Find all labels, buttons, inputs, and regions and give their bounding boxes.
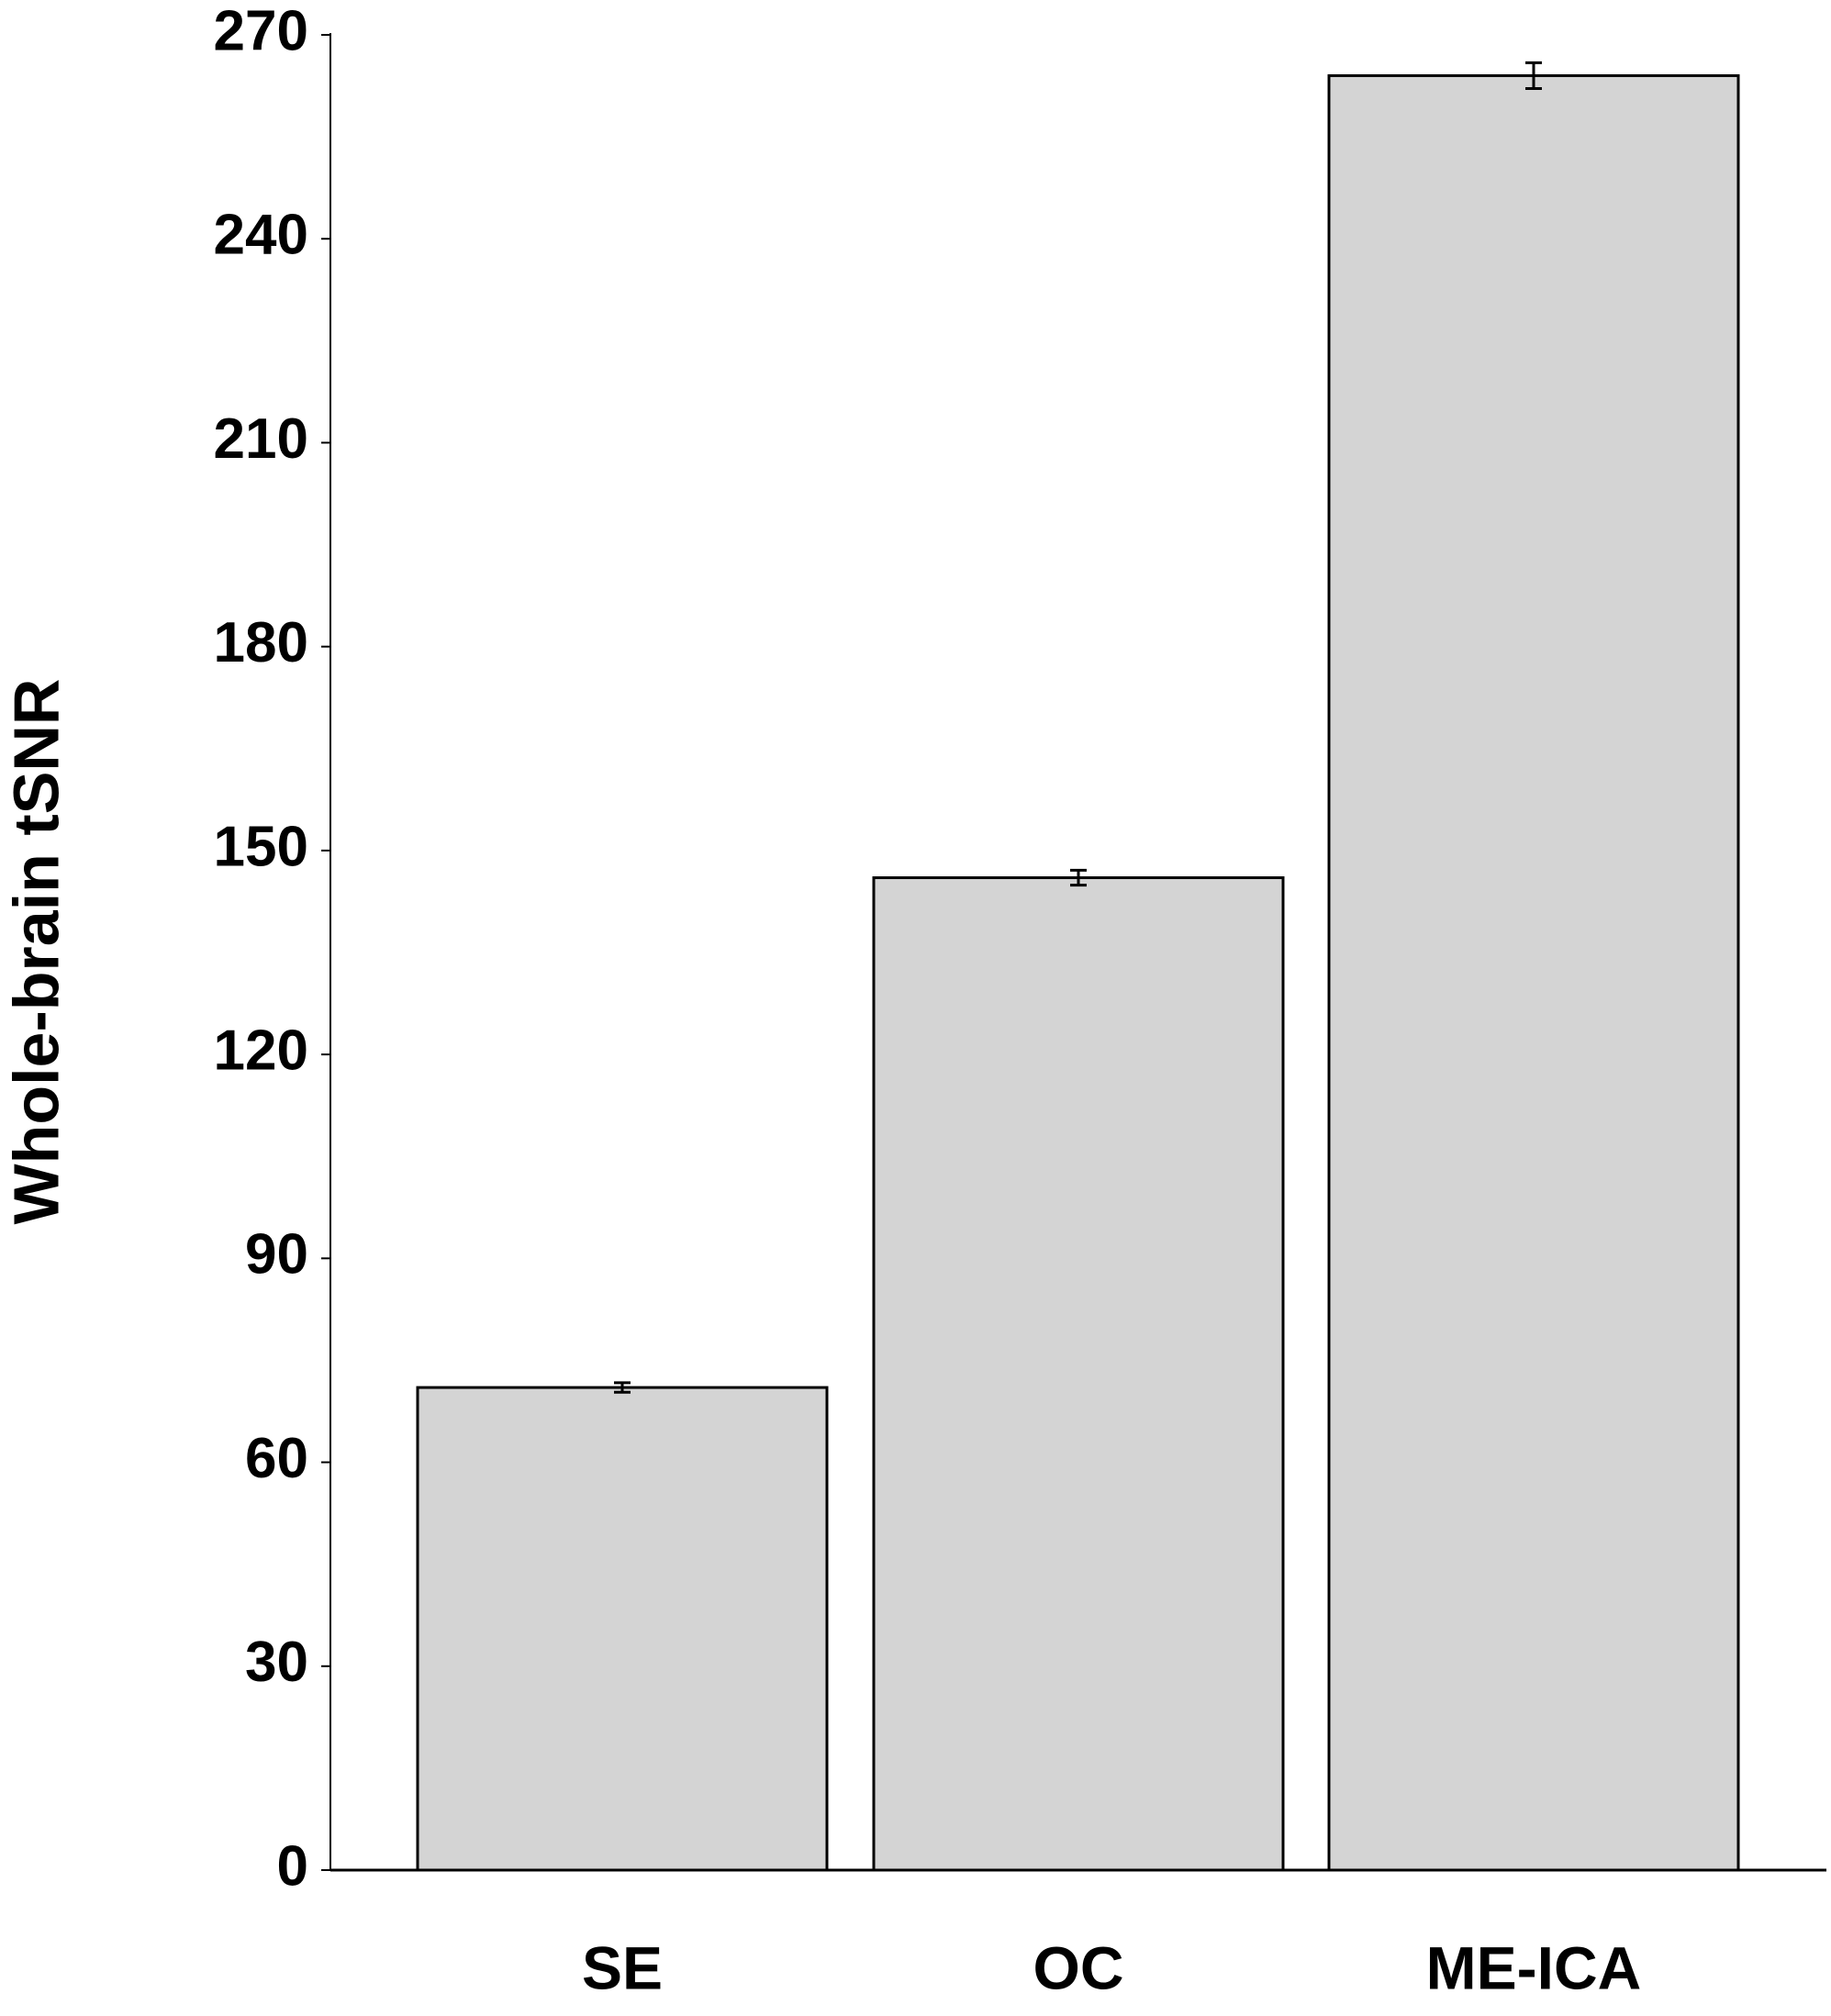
x-tick-label: ME-ICA [1426,1933,1642,2001]
x-tick-label: SE [582,1933,663,2001]
y-tick-label: 120 [214,1019,308,1082]
y-tick-label: 180 [214,611,308,674]
error-bar [1070,868,1087,887]
y-tick-label: 150 [214,815,308,878]
error-bar [614,1381,631,1394]
bar [872,876,1285,1872]
error-bar [1525,61,1542,91]
y-tick-label: 30 [245,1631,308,1694]
y-tick-label: 90 [245,1223,308,1286]
bar [416,1386,829,1872]
y-tick-label: 270 [214,0,308,62]
y-tick-label: 0 [277,1834,308,1898]
y-tick-label: 210 [214,407,308,471]
y-axis-label: Whole-brain tSNR [0,679,72,1225]
bar [1327,73,1740,1872]
y-tick-label: 60 [245,1427,308,1490]
x-tick-label: OC [1033,1933,1124,2001]
y-tick-label: 240 [214,204,308,267]
